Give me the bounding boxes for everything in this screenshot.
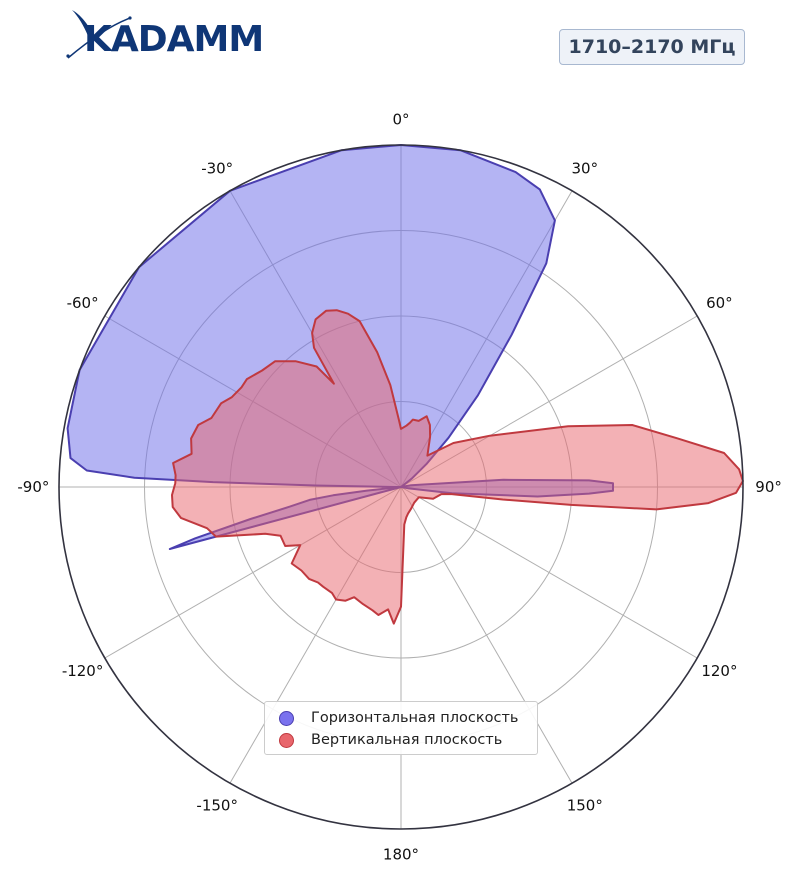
legend: Горизонтальная плоскость Вертикальная пл… bbox=[264, 701, 538, 755]
series-layer bbox=[66, 144, 744, 625]
angle-label: -90° bbox=[17, 478, 49, 496]
legend-label-vertical: Вертикальная плоскость bbox=[311, 732, 503, 748]
frequency-badge: 1710–2170 МГц bbox=[559, 29, 745, 65]
legend-item-vertical: Вертикальная плоскость bbox=[279, 729, 502, 751]
angle-label: 120° bbox=[701, 662, 737, 680]
angle-label: 0° bbox=[392, 110, 409, 128]
grid-spoke-120 bbox=[400, 486, 698, 659]
grid-spoke-150 bbox=[400, 486, 573, 784]
logo-text: KADAMM bbox=[84, 19, 264, 60]
brand-logo bbox=[64, 6, 264, 62]
legend-item-horizontal: Горизонтальная плоскость bbox=[279, 707, 518, 729]
legend-label-horizontal: Горизонтальная плоскость bbox=[311, 710, 519, 726]
logo-swoosh-icon bbox=[66, 10, 132, 59]
angle-label: -30° bbox=[201, 160, 233, 178]
angle-label: 60° bbox=[706, 294, 733, 312]
angle-label: -150° bbox=[196, 796, 238, 814]
angle-label: 180° bbox=[383, 846, 419, 864]
series-area-vertical bbox=[171, 309, 744, 625]
angle-label: 30° bbox=[572, 160, 599, 178]
angle-label: 90° bbox=[755, 478, 782, 496]
legend-swatch-vertical bbox=[279, 732, 294, 748]
angle-label: -120° bbox=[62, 662, 104, 680]
angle-label: 150° bbox=[567, 796, 603, 814]
outer-ring bbox=[58, 144, 744, 830]
angle-label: -60° bbox=[67, 294, 99, 312]
legend-swatch-horizontal bbox=[279, 710, 294, 726]
angle-labels: 0° 30° 60° 90° 120° 150° 180° -150° -120° -90° -60… bbox=[17, 110, 781, 863]
